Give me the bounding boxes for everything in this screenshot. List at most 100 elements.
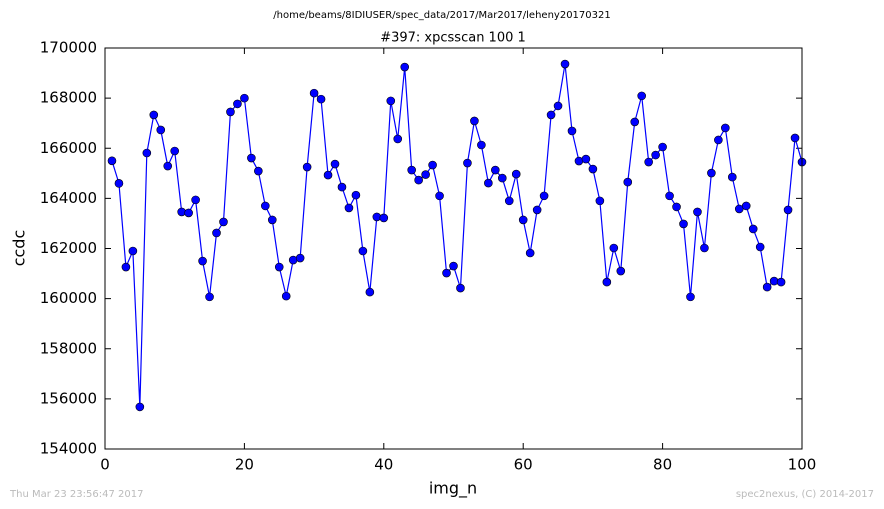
data-point xyxy=(421,170,430,179)
data-point xyxy=(184,208,193,218)
data-point xyxy=(344,203,354,213)
data-point xyxy=(588,164,598,174)
data-point xyxy=(274,262,284,272)
data-point xyxy=(497,173,507,183)
y-tick-label: 160000 xyxy=(40,289,97,307)
y-tick-label: 164000 xyxy=(40,189,97,207)
data-point xyxy=(261,201,270,211)
data-point xyxy=(170,146,179,156)
data-point xyxy=(254,166,263,176)
data-point xyxy=(484,178,493,188)
data-point xyxy=(727,172,737,182)
data-point xyxy=(644,157,653,167)
y-tick-label: 154000 xyxy=(40,440,97,458)
data-point xyxy=(755,242,765,252)
data-point xyxy=(442,268,451,278)
data-point xyxy=(205,292,214,302)
data-point xyxy=(658,142,667,152)
data-point xyxy=(163,161,173,171)
data-point xyxy=(504,196,514,206)
plot-frame xyxy=(104,47,803,450)
y-axis-label: ccdc xyxy=(10,230,29,267)
x-tick-label: 40 xyxy=(374,456,393,474)
data-point xyxy=(741,201,751,211)
x-axis-label: img_n xyxy=(429,479,477,499)
data-point xyxy=(477,140,486,150)
data-point xyxy=(267,215,277,225)
data-point xyxy=(386,96,396,106)
data-point xyxy=(191,195,200,205)
data-point xyxy=(281,291,291,301)
data-point xyxy=(456,283,465,293)
data-point xyxy=(351,190,361,200)
data-point xyxy=(428,160,437,170)
x-tick-label: 20 xyxy=(235,456,254,474)
chart-title: #397: xpcsscan 100 1 xyxy=(380,31,526,46)
data-point xyxy=(707,168,716,178)
data-point xyxy=(379,213,389,223)
data-point xyxy=(602,277,612,287)
y-tick-label: 156000 xyxy=(40,389,97,407)
data-point xyxy=(302,162,312,172)
data-point xyxy=(518,215,528,225)
data-point xyxy=(142,148,152,158)
x-tick-label: 0 xyxy=(100,456,110,474)
data-point xyxy=(149,110,159,120)
suptitle: /home/beams/8IDIUSER/spec_data/2017/Mar2… xyxy=(273,10,610,21)
data-point xyxy=(525,248,535,258)
data-point xyxy=(247,153,256,163)
data-point xyxy=(198,256,207,266)
data-point xyxy=(212,228,221,238)
data-point xyxy=(219,217,228,227)
data-point xyxy=(714,135,723,145)
data-point xyxy=(560,59,570,69)
data-point xyxy=(491,165,500,175)
data-point xyxy=(316,94,326,104)
data-point xyxy=(616,266,626,276)
data-point xyxy=(470,116,479,126)
data-point xyxy=(107,156,117,166)
data-point xyxy=(630,117,640,127)
data-point xyxy=(539,191,549,201)
data-point xyxy=(532,205,542,215)
y-tick-label: 162000 xyxy=(40,239,97,257)
data-point xyxy=(233,99,242,109)
data-point xyxy=(721,123,730,133)
data-point xyxy=(407,165,416,175)
data-point xyxy=(156,125,166,135)
footer-right: spec2nexus, (C) 2014-2017 xyxy=(736,489,874,500)
data-point xyxy=(511,169,521,179)
y-tick-label: 170000 xyxy=(40,39,97,57)
data-point xyxy=(393,134,403,144)
data-point xyxy=(637,91,646,101)
data-point xyxy=(783,205,793,215)
data-point xyxy=(295,253,305,263)
data-point xyxy=(672,202,681,212)
data-point xyxy=(121,262,131,272)
data-point xyxy=(114,179,124,188)
data-point xyxy=(623,177,633,187)
data-point xyxy=(546,110,556,120)
data-point xyxy=(337,182,347,192)
data-line xyxy=(111,63,803,407)
data-point xyxy=(748,224,758,234)
y-tick-label: 168000 xyxy=(40,89,97,107)
data-point xyxy=(240,93,249,103)
data-point xyxy=(435,191,444,201)
data-point xyxy=(226,107,235,117)
data-point xyxy=(330,159,340,169)
data-point xyxy=(581,154,591,164)
x-tick-label: 60 xyxy=(514,456,533,474)
data-point xyxy=(762,282,772,292)
data-point xyxy=(128,246,138,256)
data-point xyxy=(595,196,605,206)
x-tick-label: 80 xyxy=(653,456,672,474)
data-point xyxy=(463,158,472,168)
data-point xyxy=(776,277,786,287)
data-point xyxy=(679,219,688,229)
x-tick-label: 100 xyxy=(788,456,817,474)
data-point xyxy=(553,101,563,111)
data-point xyxy=(567,126,577,136)
